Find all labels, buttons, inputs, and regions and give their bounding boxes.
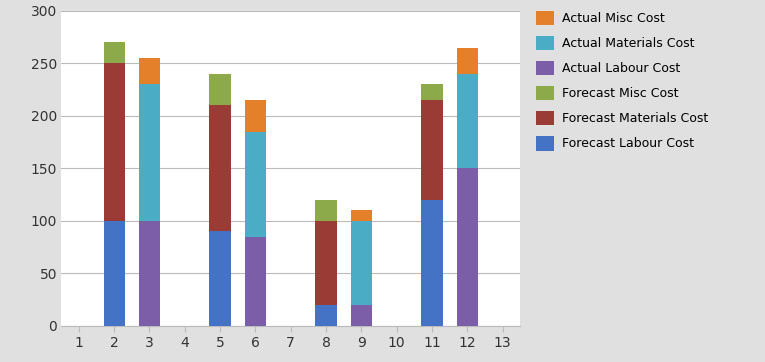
Bar bbox=[139, 58, 160, 84]
Bar bbox=[315, 221, 337, 305]
Bar bbox=[457, 47, 478, 74]
Bar bbox=[350, 210, 372, 221]
Bar bbox=[422, 200, 442, 326]
Bar bbox=[350, 305, 372, 326]
Bar bbox=[245, 100, 266, 132]
Bar bbox=[103, 63, 125, 221]
Bar bbox=[315, 305, 337, 326]
Bar bbox=[457, 168, 478, 326]
Bar bbox=[210, 231, 231, 326]
Bar bbox=[210, 74, 231, 105]
Bar bbox=[210, 105, 231, 231]
Bar bbox=[422, 100, 442, 200]
Bar bbox=[245, 237, 266, 326]
Bar bbox=[103, 221, 125, 326]
Legend: Actual Misc Cost, Actual Materials Cost, Actual Labour Cost, Forecast Misc Cost,: Actual Misc Cost, Actual Materials Cost,… bbox=[536, 11, 708, 151]
Bar bbox=[139, 84, 160, 221]
Bar bbox=[315, 200, 337, 221]
Bar bbox=[350, 221, 372, 305]
Bar bbox=[245, 132, 266, 237]
Bar bbox=[457, 74, 478, 168]
Bar bbox=[103, 42, 125, 63]
Bar bbox=[422, 84, 442, 100]
Bar bbox=[139, 221, 160, 326]
